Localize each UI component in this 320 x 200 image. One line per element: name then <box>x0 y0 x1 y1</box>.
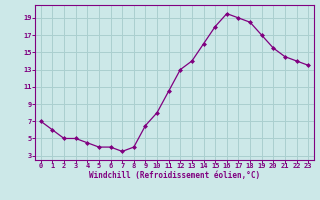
X-axis label: Windchill (Refroidissement éolien,°C): Windchill (Refroidissement éolien,°C) <box>89 171 260 180</box>
